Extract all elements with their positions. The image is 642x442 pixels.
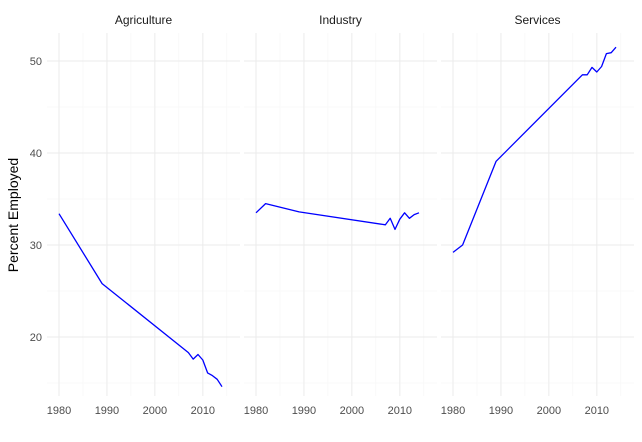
x-tick-label: 2000 [537,405,561,417]
panel-title: Services [514,13,560,27]
y-tick-label: 50 [30,56,42,68]
y-axis-ticks: 20 30 40 50 [30,56,42,344]
x-tick-label: 2000 [340,405,364,417]
series-line-services [452,46,617,253]
y-axis-title: Percent Employed [5,158,21,272]
x-tick-label: 1980 [244,405,268,417]
y-tick-label: 20 [30,332,42,344]
x-tick-label: 1990 [489,405,513,417]
x-tick-label: 1980 [47,405,71,417]
series-line-agriculture [58,213,223,388]
y-tick-label: 40 [30,148,42,160]
x-tick-label: 1990 [292,405,316,417]
x-tick-label: 2000 [143,405,167,417]
panel-industry: Industry 1980 1990 2000 2010 [244,13,437,417]
x-tick-label: 1990 [95,405,119,417]
chart-panels: Agriculture 1980 1990 2000 2010 Industry 1980 1… [47,13,634,417]
panel-agriculture: Agriculture 1980 1990 2000 2010 [47,13,240,417]
series-line-industry [255,202,420,231]
x-tick-label: 1980 [441,405,465,417]
x-tick-label: 2010 [585,405,609,417]
x-tick-label: 2010 [388,405,412,417]
x-tick-label: 2010 [191,405,215,417]
panel-title: Industry [319,13,362,27]
panel-services: Services 1980 1990 2000 2010 [441,13,634,417]
y-tick-label: 30 [30,240,42,252]
panel-title: Agriculture [115,13,173,27]
